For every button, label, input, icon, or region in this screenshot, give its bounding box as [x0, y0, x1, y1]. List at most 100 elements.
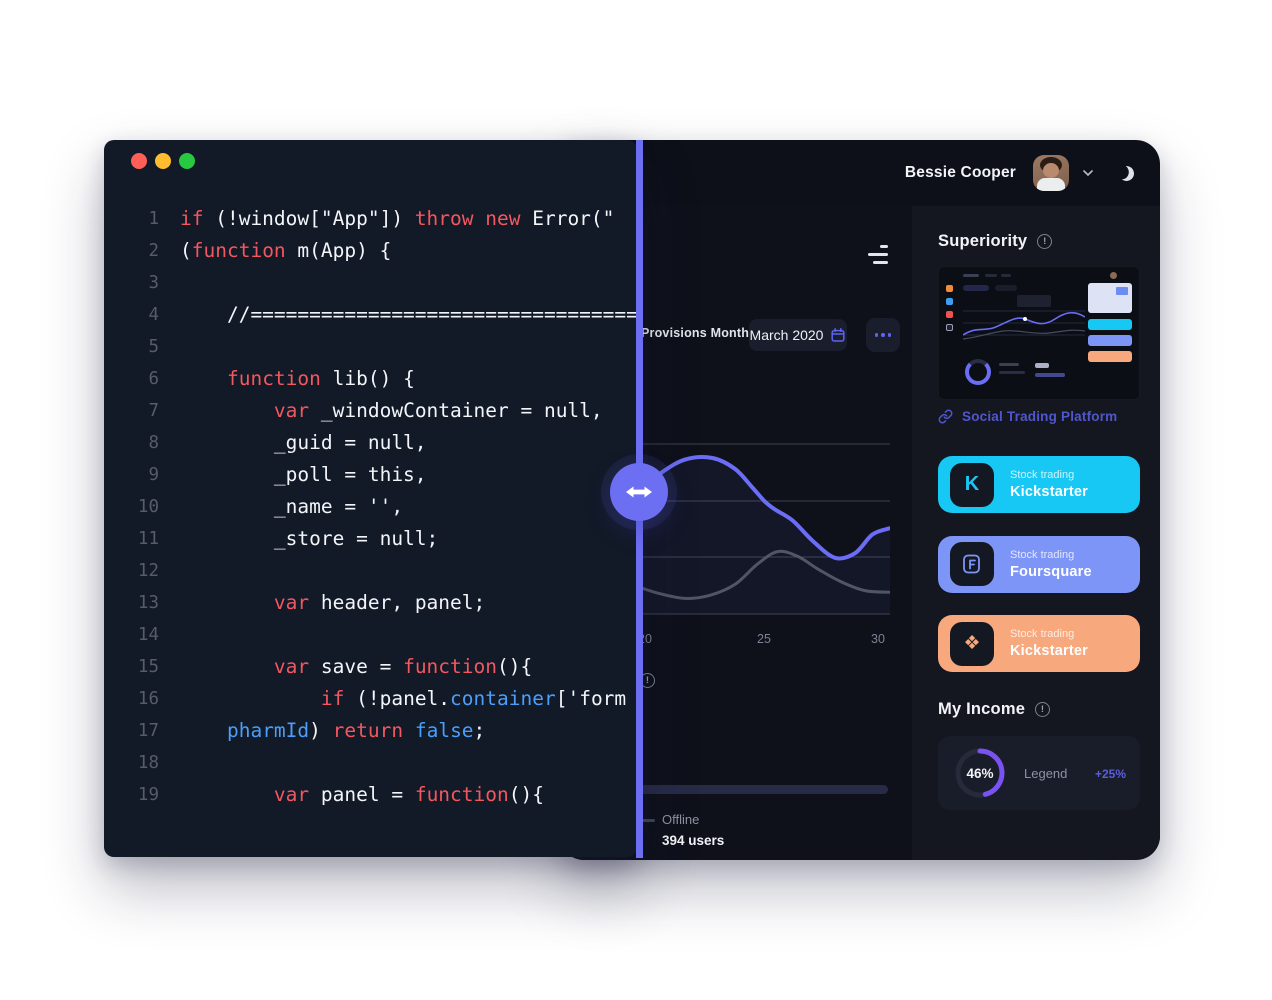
- code-line: 9 _poll = this,: [104, 459, 637, 491]
- income-change-badge: +25%: [1094, 767, 1126, 781]
- code-line: 16 if (!panel.container['form: [104, 683, 637, 715]
- avatar-shirt: [1037, 178, 1065, 191]
- code-line: 19 var panel = function(){: [104, 779, 637, 811]
- card-subtitle: Stock trading: [1010, 548, 1075, 561]
- code-line: 11 _store = null;: [104, 523, 637, 555]
- code-lines: 1 if (!window["App"]) throw new Error(" 2 (…: [104, 203, 637, 843]
- code-line: 17 pharmId) return false;: [104, 715, 637, 747]
- provisions-chart: [638, 436, 892, 646]
- income-title-row: My Income !: [938, 700, 1051, 719]
- code-line: 12: [104, 555, 637, 587]
- left-right-arrow-icon: [626, 486, 652, 498]
- minimize-window-button[interactable]: [155, 153, 171, 169]
- user-name: Bessie Cooper: [904, 164, 1016, 181]
- code-line: 2 (function m(App) {: [104, 235, 637, 267]
- line-number: 14: [137, 625, 159, 645]
- line-number: 6: [148, 369, 159, 389]
- provisions-month-label: Provisions Month: [641, 326, 750, 340]
- superiority-thumbnail[interactable]: [938, 266, 1140, 400]
- line-number: 9: [148, 465, 159, 485]
- line-number: 10: [137, 497, 159, 517]
- code-text: _guid = null,: [180, 431, 427, 454]
- offline-label: Offline: [662, 812, 700, 827]
- line-number: 17: [137, 721, 159, 741]
- comparison-slider-handle[interactable]: [610, 463, 668, 521]
- code-line: 8 _guid = null,: [104, 427, 637, 459]
- code-text: var header, panel;: [273, 591, 486, 614]
- line-number: 15: [137, 657, 159, 677]
- chevron-down-icon[interactable]: [1083, 170, 1093, 176]
- trading-card-kickstarter-2[interactable]: ❖ Stock trading Kickstarter: [938, 615, 1140, 672]
- line-number: 11: [137, 529, 159, 549]
- legend-dash-icon: [640, 819, 655, 822]
- code-text: if (!panel.container['form: [320, 687, 627, 710]
- dashboard-header: Bessie Cooper: [560, 140, 1160, 206]
- line-number: 12: [137, 561, 159, 581]
- code-line: 14: [104, 619, 637, 651]
- offline-users-count: 394 users: [662, 833, 725, 848]
- income-card: 46% Legend +25%: [938, 736, 1140, 810]
- thumbnail-donut: [965, 359, 991, 385]
- code-line: 18: [104, 747, 637, 779]
- line-number: 2: [148, 241, 159, 261]
- x-tick: 25: [757, 632, 771, 646]
- chart-line-provisions: [638, 455, 892, 561]
- link-label: Social Trading Platform: [962, 409, 1118, 424]
- date-label: March 2020: [749, 327, 824, 343]
- date-picker-button[interactable]: March 2020: [749, 319, 847, 351]
- code-text: var save = function(){: [273, 655, 533, 678]
- income-donut: 46%: [954, 747, 1006, 799]
- offline-progress-bar: [640, 785, 888, 794]
- line-number: 1: [148, 209, 159, 229]
- code-editor-window: [104, 140, 637, 857]
- card-name: Kickstarter: [1010, 643, 1088, 659]
- line-number: 18: [137, 753, 159, 773]
- zoom-window-button[interactable]: [179, 153, 195, 169]
- info-icon[interactable]: !: [1035, 702, 1051, 717]
- line-number: 13: [137, 593, 159, 613]
- trading-card-kickstarter-0[interactable]: K Stock trading Kickstarter: [938, 456, 1140, 513]
- line-number: 7: [148, 401, 159, 421]
- code-text: //======================================…: [226, 303, 637, 326]
- chart-line-secondary: [638, 549, 892, 600]
- code-text: _store = null;: [180, 527, 439, 550]
- code-text: function lib() {: [226, 367, 415, 390]
- right-sidebar: Superiority !: [912, 206, 1160, 860]
- line-number: 8: [148, 433, 159, 453]
- code-text: pharmId) return false;: [226, 719, 486, 742]
- income-percent: 46%: [966, 765, 994, 781]
- line-number: 19: [137, 785, 159, 805]
- trading-card-foursquare-1[interactable]: Stock trading Foursquare: [938, 535, 1140, 593]
- card-name: Foursquare: [1010, 563, 1092, 580]
- code-line: 4 //====================================…: [104, 299, 637, 331]
- kickstarter-icon: K: [950, 462, 994, 507]
- more-options-button[interactable]: [866, 318, 900, 352]
- x-tick: 30: [871, 632, 885, 646]
- card-subtitle: Stock trading: [1010, 469, 1075, 481]
- info-icon[interactable]: !: [1037, 234, 1053, 249]
- line-number: 5: [148, 337, 159, 357]
- income-legend-label: Legend: [1024, 766, 1068, 781]
- sort-filter-icon[interactable]: [866, 242, 888, 266]
- calendar-icon: [831, 328, 846, 342]
- code-line: 7 var _windowContainer = null,: [104, 395, 637, 427]
- code-text: _name = '',: [180, 495, 404, 518]
- code-text: (function m(App) {: [180, 239, 392, 262]
- code-line: 5: [104, 331, 637, 363]
- code-text: var panel = function(){: [273, 783, 544, 806]
- code-line: 1 if (!window["App"]) throw new Error(": [104, 203, 637, 235]
- card-subtitle: Stock trading: [1010, 628, 1075, 640]
- code-text: _poll = this,: [180, 463, 427, 486]
- user-avatar[interactable]: [1033, 155, 1069, 191]
- social-trading-platform-link[interactable]: Social Trading Platform: [938, 409, 1117, 424]
- income-title: My Income: [938, 700, 1026, 718]
- code-line: 13 var header, panel;: [104, 587, 637, 619]
- superiority-title: Superiority: [938, 232, 1028, 250]
- line-number: 3: [148, 273, 159, 293]
- line-number: 16: [137, 689, 159, 709]
- close-window-button[interactable]: [131, 153, 147, 169]
- dark-mode-moon-icon[interactable]: [1117, 164, 1136, 183]
- code-line: 10 _name = '',: [104, 491, 637, 523]
- code-line: 15 var save = function(){: [104, 651, 637, 683]
